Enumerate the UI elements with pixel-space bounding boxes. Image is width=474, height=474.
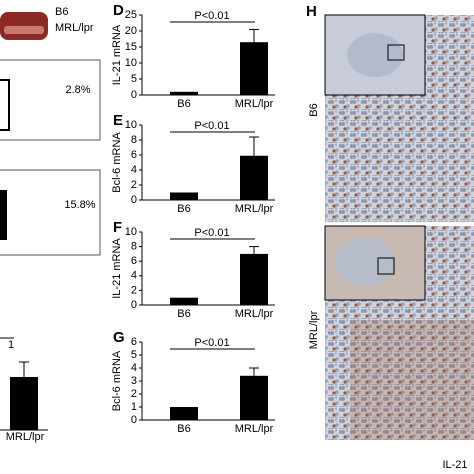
p-value: P<0.01 [194, 337, 229, 349]
gate [0, 79, 10, 131]
y-tick-label: 5 [131, 73, 137, 85]
panel-label: F [113, 219, 122, 236]
y-tick-label: 8 [131, 241, 137, 253]
y-tick-label: 0 [131, 89, 137, 101]
bar [170, 91, 198, 95]
p-value: 1 [8, 339, 14, 351]
bar [170, 297, 198, 305]
bar [10, 377, 38, 430]
panel-label: D [113, 2, 124, 19]
x-tick-label: B6 [177, 98, 190, 110]
y-tick-label: 0 [131, 194, 137, 206]
y-tick-label: 6 [131, 149, 137, 161]
gate [0, 190, 7, 240]
x-tick-label: MRL/lpr [235, 203, 274, 215]
y-tick-label: 2 [131, 284, 137, 296]
legend-label: MRL/lpr [55, 22, 94, 34]
panel-label: G [113, 329, 125, 346]
y-tick-label: 4 [131, 270, 137, 282]
panel-label: H [306, 3, 317, 20]
p-value: P<0.01 [194, 227, 229, 239]
x-tick-label: B6 [177, 203, 190, 215]
y-tick-label: 1 [131, 401, 137, 413]
y-tick-label: 4 [131, 164, 137, 176]
bar [240, 155, 268, 200]
x-tick-label: MRL/lpr [6, 431, 45, 443]
x-tick-label: B6 [177, 308, 190, 320]
inset [347, 33, 403, 77]
x-tick-label: MRL/lpr [235, 308, 274, 320]
y-tick-label: 10 [125, 119, 137, 131]
y-axis-label: IL-21 mRNA [111, 238, 123, 299]
y-tick-label: 2 [131, 388, 137, 400]
inset [335, 238, 395, 286]
y-tick-label: 5 [131, 349, 137, 361]
tissue-photo [4, 26, 44, 34]
y-tick-label: 8 [131, 134, 137, 146]
flow-plot [0, 169, 101, 256]
x-tick-label: MRL/lpr [235, 98, 274, 110]
y-tick-label: 20 [125, 25, 137, 37]
gate-percent: 15.8% [64, 199, 95, 211]
y-tick-label: 2 [131, 179, 137, 191]
y-tick-label: 10 [125, 57, 137, 69]
y-tick-label: 15 [125, 41, 137, 53]
y-tick-label: 4 [131, 362, 137, 374]
bar [240, 253, 268, 305]
p-value: P<0.01 [194, 120, 229, 132]
y-tick-label: 0 [131, 414, 137, 426]
row-label: MRL/lpr [308, 310, 320, 349]
inset-box [377, 257, 395, 275]
bar [170, 407, 198, 420]
y-tick-label: 25 [125, 9, 137, 21]
row-label: B6 [308, 103, 320, 116]
y-axis-label: IL-21 mRNA [111, 24, 123, 85]
panel-label: E [113, 112, 123, 129]
inset-box [387, 44, 405, 61]
bar [240, 375, 268, 420]
y-axis-label: Bcl-6 mRNA [111, 132, 123, 193]
bar [240, 42, 268, 95]
x-tick-label: MRL/lpr [235, 423, 274, 435]
y-tick-label: 3 [131, 375, 137, 387]
x-tick-label: B6 [177, 423, 190, 435]
bar [170, 192, 198, 200]
stain-label: IL-21 [442, 459, 467, 471]
p-value: P<0.01 [194, 10, 229, 22]
y-tick-label: 6 [131, 336, 137, 348]
micrograph [350, 320, 474, 440]
y-tick-label: 6 [131, 255, 137, 267]
flow-plot [0, 59, 101, 141]
y-axis-label: Bcl-6 mRNA [111, 350, 123, 411]
legend-label: B6 [55, 6, 68, 18]
y-tick-label: 10 [125, 226, 137, 238]
gate-percent: 2.8% [65, 84, 90, 96]
y-tick-label: 0 [131, 299, 137, 311]
